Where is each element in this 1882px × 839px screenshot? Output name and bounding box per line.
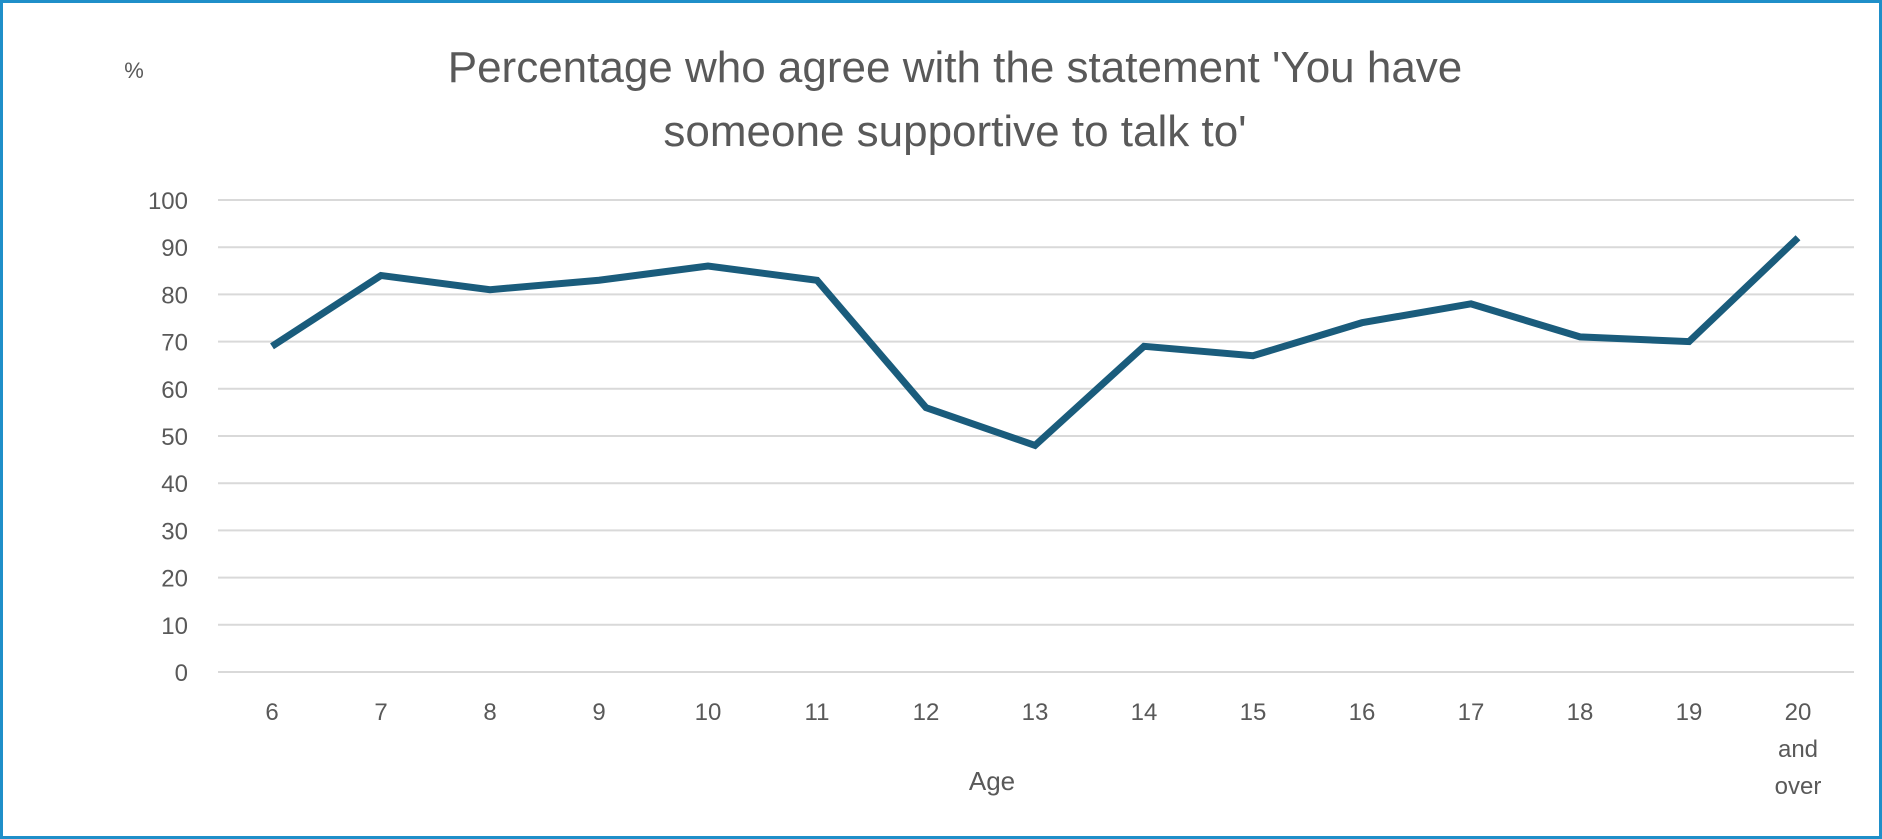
x-tick-label-line: 9 (592, 699, 605, 726)
x-tick-label-line: 10 (695, 699, 722, 726)
x-tick-label: 9 (592, 699, 605, 726)
x-tick-label: 20 and over (1775, 699, 1822, 800)
y-tick-label: 40 (161, 471, 188, 498)
y-tick-label: 20 (161, 566, 188, 593)
x-tick-label: 10 (695, 699, 722, 726)
x-tick-label-line: 15 (1240, 699, 1267, 726)
x-tick-label: 19 (1676, 699, 1703, 726)
x-tick-label: 15 (1240, 699, 1267, 726)
y-tick-label: 30 (161, 518, 188, 545)
x-tick-label-line: 18 (1567, 699, 1594, 726)
series-layer (270, 235, 1801, 450)
y-tick-label: 0 (175, 660, 188, 687)
x-axis-title: Age (969, 766, 1015, 796)
y-tick-labels: 0 10 20 30 40 50 60 70 80 90 100 (148, 188, 188, 687)
x-tick-label-line: 14 (1131, 699, 1158, 726)
y-tick-label: 80 (161, 282, 188, 309)
y-tick-label: 10 (161, 613, 188, 640)
y-tick-label: 90 (161, 235, 188, 262)
x-tick-label-line: 17 (1458, 699, 1485, 726)
y-unit-label: % (124, 58, 144, 83)
y-tick-label: 70 (161, 330, 188, 357)
chart-title-line-2: someone supportive to talk to' (663, 107, 1246, 156)
x-tick-label-line: 19 (1676, 699, 1703, 726)
x-tick-labels: 6 7 8 9 10 11 12 13 14 15 16 17 18 19 20 and over (265, 699, 1821, 800)
x-tick-label: 11 (805, 699, 830, 726)
x-tick-label: 7 (374, 699, 387, 726)
x-tick-label-line: 7 (374, 699, 387, 726)
chart-title: Percentage who agree with the statement … (448, 43, 1463, 156)
x-tick-label-line: 12 (913, 699, 940, 726)
x-tick-label-line: 8 (483, 699, 496, 726)
y-tick-label: 60 (161, 377, 188, 404)
x-tick-label-line: and (1778, 736, 1818, 763)
chart-title-line-1: Percentage who agree with the statement … (448, 43, 1463, 92)
y-tick-label: 100 (148, 188, 188, 215)
x-tick-label: 12 (913, 699, 940, 726)
x-tick-label-line: 20 (1785, 699, 1812, 726)
x-tick-label: 14 (1131, 699, 1158, 726)
x-tick-label: 6 (265, 699, 278, 726)
x-tick-label: 17 (1458, 699, 1485, 726)
x-tick-label: 16 (1349, 699, 1376, 726)
x-tick-label-line: 11 (805, 699, 830, 726)
x-tick-label-line: over (1775, 773, 1822, 800)
x-tick-label: 18 (1567, 699, 1594, 726)
gridlines (218, 199, 1854, 673)
y-tick-label: 50 (161, 424, 188, 451)
x-tick-label-line: 6 (265, 699, 278, 726)
x-tick-label-line: 13 (1022, 699, 1049, 726)
x-tick-label: 8 (483, 699, 496, 726)
x-tick-label-line: 16 (1349, 699, 1376, 726)
x-tick-label: 13 (1022, 699, 1049, 726)
